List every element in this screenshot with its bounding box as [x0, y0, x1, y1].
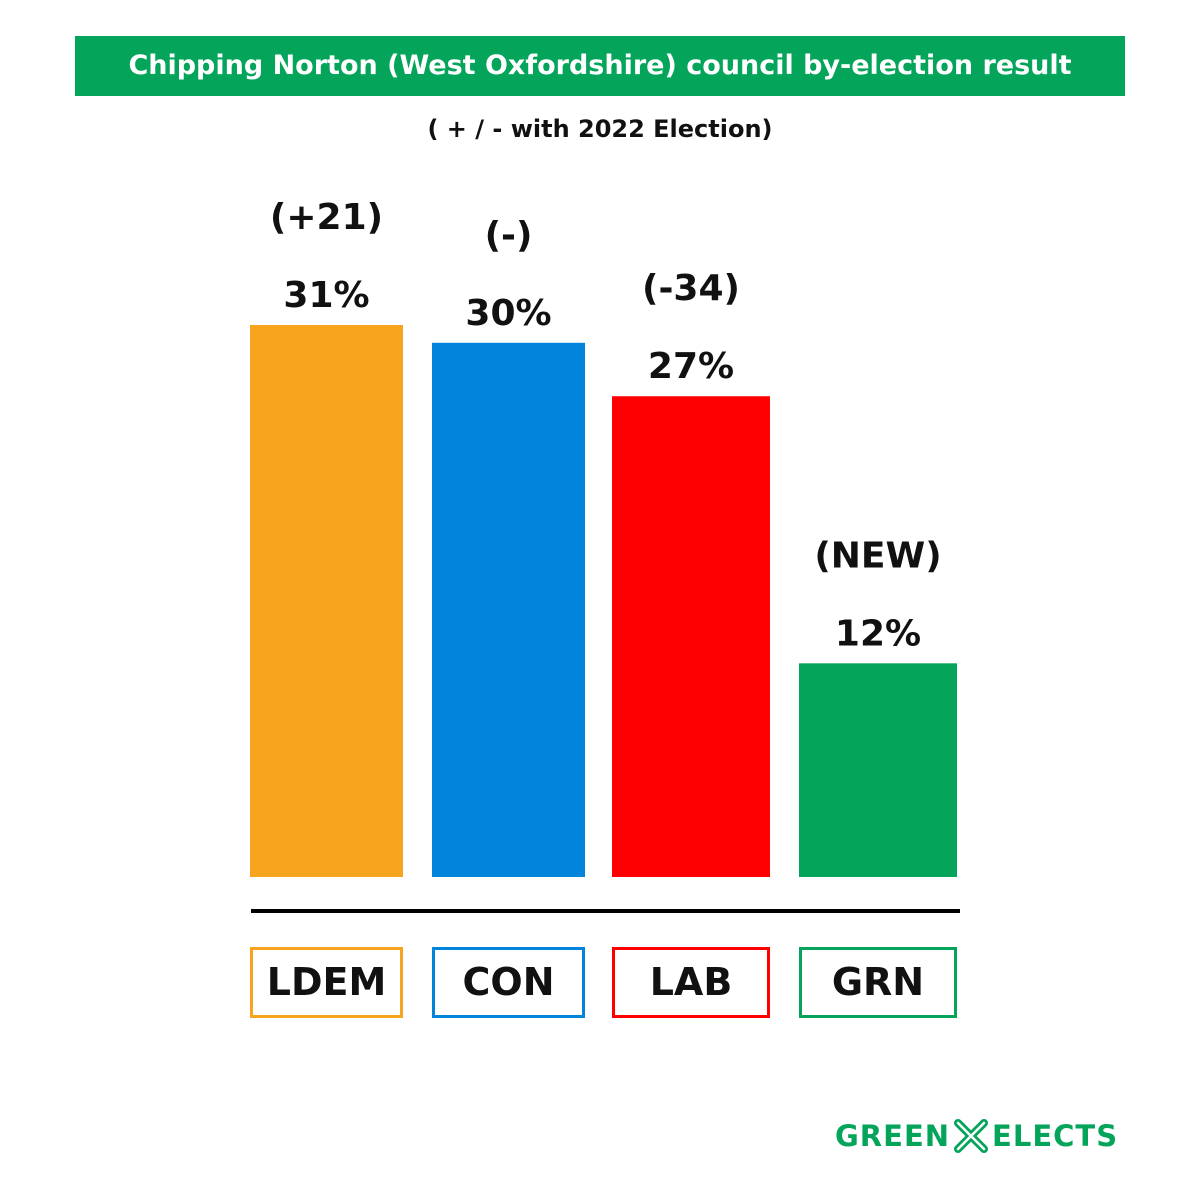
legend-box-ldem: LDEM — [250, 947, 403, 1018]
brand-text-green: GREEN — [835, 1119, 951, 1153]
chart-title: Chipping Norton (West Oxfordshire) counc… — [128, 50, 1072, 81]
bar-con — [432, 342, 585, 877]
legend-box-lab: LAB — [612, 947, 770, 1018]
x-cross-icon — [954, 1119, 989, 1153]
change-label-grn: (NEW) — [814, 535, 941, 576]
bar-chart: 31% (+21) 30% (-) 27% (-34) 12% (NEW) — [250, 197, 960, 913]
brand-text-elects: ELECTS — [992, 1119, 1119, 1153]
change-label-ldem: (+21) — [270, 197, 383, 238]
change-label-con: (-) — [485, 215, 533, 256]
brand-logo: GREEN ELECTS — [835, 1116, 1118, 1156]
legend-box-grn: GRN — [799, 947, 957, 1018]
value-label-grn: 12% — [835, 613, 921, 654]
bar-grn — [799, 663, 957, 877]
value-label-con: 30% — [465, 293, 551, 334]
bar-ldem — [250, 325, 403, 877]
chart-subtitle: ( + / - with 2022 Election) — [427, 115, 773, 143]
change-label-lab: (-34) — [642, 268, 740, 309]
value-label-ldem: 31% — [283, 275, 369, 316]
legend-box-con: CON — [432, 947, 585, 1018]
value-label-lab: 27% — [648, 346, 734, 387]
title-bar: Chipping Norton (West Oxfordshire) counc… — [75, 36, 1125, 96]
bar-lab — [612, 396, 770, 877]
